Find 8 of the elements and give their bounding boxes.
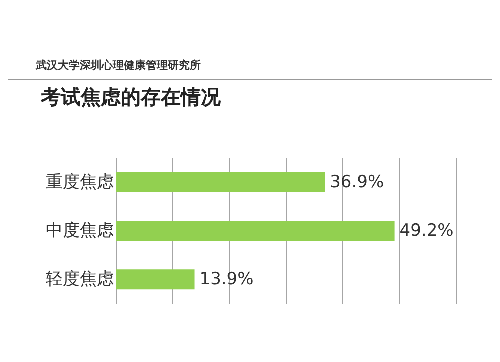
data-label: 36.9%: [330, 172, 384, 192]
y-tick-label: 重度焦虑: [46, 172, 114, 192]
chart-title: 考试焦虑的存在情况: [40, 85, 222, 109]
data-label: 13.9%: [200, 270, 254, 290]
y-tick-label: 轻度焦虑: [46, 270, 114, 290]
y-tick-label: 中度焦虑: [46, 221, 114, 241]
text: 武汉大学深圳心理健康管理研究所: [35, 59, 201, 72]
data-label: 49.2%: [400, 221, 454, 241]
